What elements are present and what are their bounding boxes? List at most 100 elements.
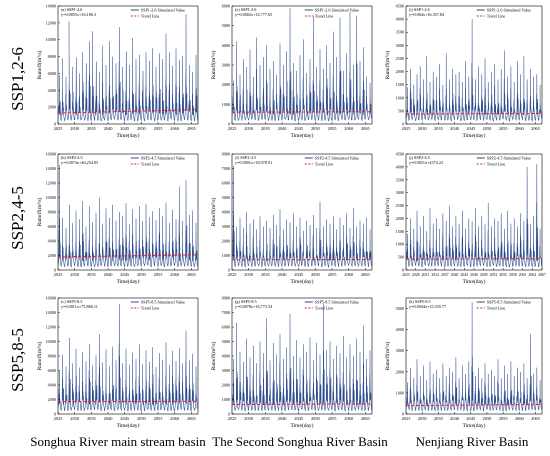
trend-line	[405, 258, 543, 260]
x-axis-title: Time(day)	[462, 278, 485, 285]
x-tick-label: 2034	[431, 273, 439, 277]
runoff-series-line	[231, 7, 372, 122]
x-tick-label: 2058	[509, 273, 517, 277]
x-tick-label: 2065	[361, 416, 371, 421]
x-tick-label: 2045	[466, 126, 476, 131]
x-tick-label: 2035	[434, 126, 444, 131]
y-axis-title: Runoff(m³/s)	[384, 50, 391, 79]
x-tick-label: 2025	[402, 126, 412, 131]
chart-songhua-main-ssp126: 0 2000 4000 6000 8000 10000 12000 14000 2025 2030…	[36, 4, 199, 139]
legend-series-label: SSP5-8.5 Simulated Value	[141, 300, 185, 305]
y-tick-label: 16000	[46, 152, 56, 157]
row-label-ssp585: SSP5,8-5	[8, 328, 27, 392]
x-tick-label: 2030	[70, 416, 80, 421]
x-tick-label: 2037	[441, 273, 449, 277]
y-axis-title: Runoff(m³/s)	[384, 341, 391, 370]
y-tick-label: 4000	[48, 88, 56, 93]
chart-second-songhua-ssp585: 0 1000 2000 3000 4000 5000 6000 7000 8000 2025 203…	[210, 296, 373, 429]
x-tick-label: 2035	[87, 272, 97, 277]
y-tick-label: 500	[398, 108, 404, 113]
x-tick-label: 2035	[261, 272, 271, 277]
y-tick-label: 10000	[46, 195, 56, 200]
x-tick-label: 2040	[450, 126, 460, 131]
y-tick-label: 3000	[222, 224, 230, 229]
x-tick-label: 2060	[170, 126, 180, 131]
legend-series-label: SSP2-4.5 Simulated Value	[141, 156, 185, 161]
y-tick-label: 10000	[46, 37, 56, 42]
y-tick-label: 2500	[396, 56, 404, 61]
x-tick-label: 2040	[104, 272, 114, 277]
x-tick-label: 2050	[311, 416, 321, 421]
y-tick-label: 4000	[222, 354, 230, 359]
x-tick-label: 2061	[519, 273, 527, 277]
legend-trend-label: Trend Line	[315, 306, 334, 311]
legend-series-label: SSP1-2.6 Simulated Value	[487, 8, 531, 13]
y-tick-label: 4500	[396, 4, 404, 9]
chart-second-songhua-ssp245: 0 1000 2000 3000 4000 5000 6000 7000 8000 2025 203…	[210, 152, 373, 285]
y-axis-title: Runoff(m³/s)	[210, 341, 217, 370]
legend-trend-label: Trend Line	[487, 306, 506, 311]
chart-songhua-main-ssp585: 0 2000 4000 6000 8000 10000 12000 14000 16000 202…	[36, 296, 199, 429]
runoff-series-line	[405, 19, 542, 122]
y-tick-label: 2000	[48, 253, 56, 258]
x-tick-label: 2030	[244, 416, 254, 421]
x-tick-label: 2050	[137, 126, 147, 131]
y-tick-label: 2000	[48, 397, 56, 402]
y-tick-label: 2000	[222, 239, 230, 244]
y-tick-label: 1000	[222, 102, 230, 107]
x-tick-label: 2065	[531, 126, 541, 131]
x-tick-label: 2055	[328, 416, 338, 421]
x-tick-label: 2035	[87, 416, 97, 421]
x-tick-label: 2040	[278, 272, 288, 277]
y-axis-title: Runoff(m³/s)	[210, 197, 217, 226]
legend-series-label: SSP2-4.5 Simulated Value	[315, 156, 359, 161]
x-axis-title: Time(day)	[290, 422, 313, 429]
y-tick-label: 1500	[396, 82, 404, 87]
x-tick-label: 2030	[418, 126, 428, 131]
x-tick-label: 2035	[261, 416, 271, 421]
trend-equation: y=0.0078x+16,773.54	[235, 304, 273, 310]
legend-trend-label: Trend Line	[315, 14, 334, 19]
y-tick-label: 4000	[396, 327, 404, 332]
x-tick-label: 2060	[344, 416, 354, 421]
y-tick-label: 0	[228, 122, 230, 127]
y-tick-label: 14000	[46, 4, 56, 9]
y-tick-label: 5000	[222, 339, 230, 344]
panel-label: (g) SSP5-8.5	[235, 299, 257, 304]
chart-songhua-main-ssp245: 0 2000 4000 6000 8000 10000 12000 14000 16000 202…	[36, 152, 199, 285]
y-tick-label: 4000	[396, 164, 404, 169]
legend-trend-label: Trend Line	[141, 162, 160, 167]
y-tick-label: 8000	[222, 152, 230, 157]
y-axis-title: Runoff(m³/s)	[36, 197, 43, 226]
runoff-series-line	[57, 303, 198, 412]
legend-series-label: SSP2-4.5 Simulated Value	[487, 156, 531, 161]
y-tick-label: 0	[54, 412, 56, 417]
x-tick-label: 2055	[154, 416, 164, 421]
trend-equation: y=0.0044x+15,535.77	[409, 304, 446, 310]
runoff-series-line	[57, 14, 198, 122]
y-tick-label: 4000	[48, 239, 56, 244]
y-tick-label: 0	[228, 268, 230, 273]
legend-trend-label: Trend Line	[487, 14, 506, 19]
x-tick-label: 2030	[70, 126, 80, 131]
trend-equation: y=0.0011x+75,866.11	[61, 304, 98, 310]
x-tick-label: 2055	[328, 126, 338, 131]
y-tick-label: 4000	[396, 17, 404, 22]
panel-label: (i) SSP1-2.6	[409, 7, 430, 12]
chart-nenjiang-ssp126: 0 500 1000 1500 2000 2500 3000 3500 4000 4500 2025…	[384, 4, 543, 139]
y-tick-label: 8000	[222, 296, 230, 301]
y-tick-label: 3000	[222, 63, 230, 68]
legend-series-label: SSP1-2.6 Simulated Value	[141, 8, 185, 13]
x-tick-label: 2050	[311, 126, 321, 131]
x-axis-title: Time(day)	[290, 132, 313, 139]
runoff-series-line	[231, 165, 372, 268]
x-tick-label: 2065	[187, 416, 197, 421]
x-tick-label: 2060	[515, 416, 525, 421]
y-tick-label: 1500	[396, 229, 404, 234]
y-tick-label: 6000	[222, 181, 230, 186]
legend-series-label: SSP5-8.5 Simulated Value	[487, 300, 531, 305]
trend-equation: y=0.0074x+46,254.05	[61, 160, 98, 166]
x-tick-label: 2067	[538, 273, 546, 277]
x-tick-label: 2040	[104, 126, 114, 131]
x-tick-label: 2060	[515, 126, 525, 131]
